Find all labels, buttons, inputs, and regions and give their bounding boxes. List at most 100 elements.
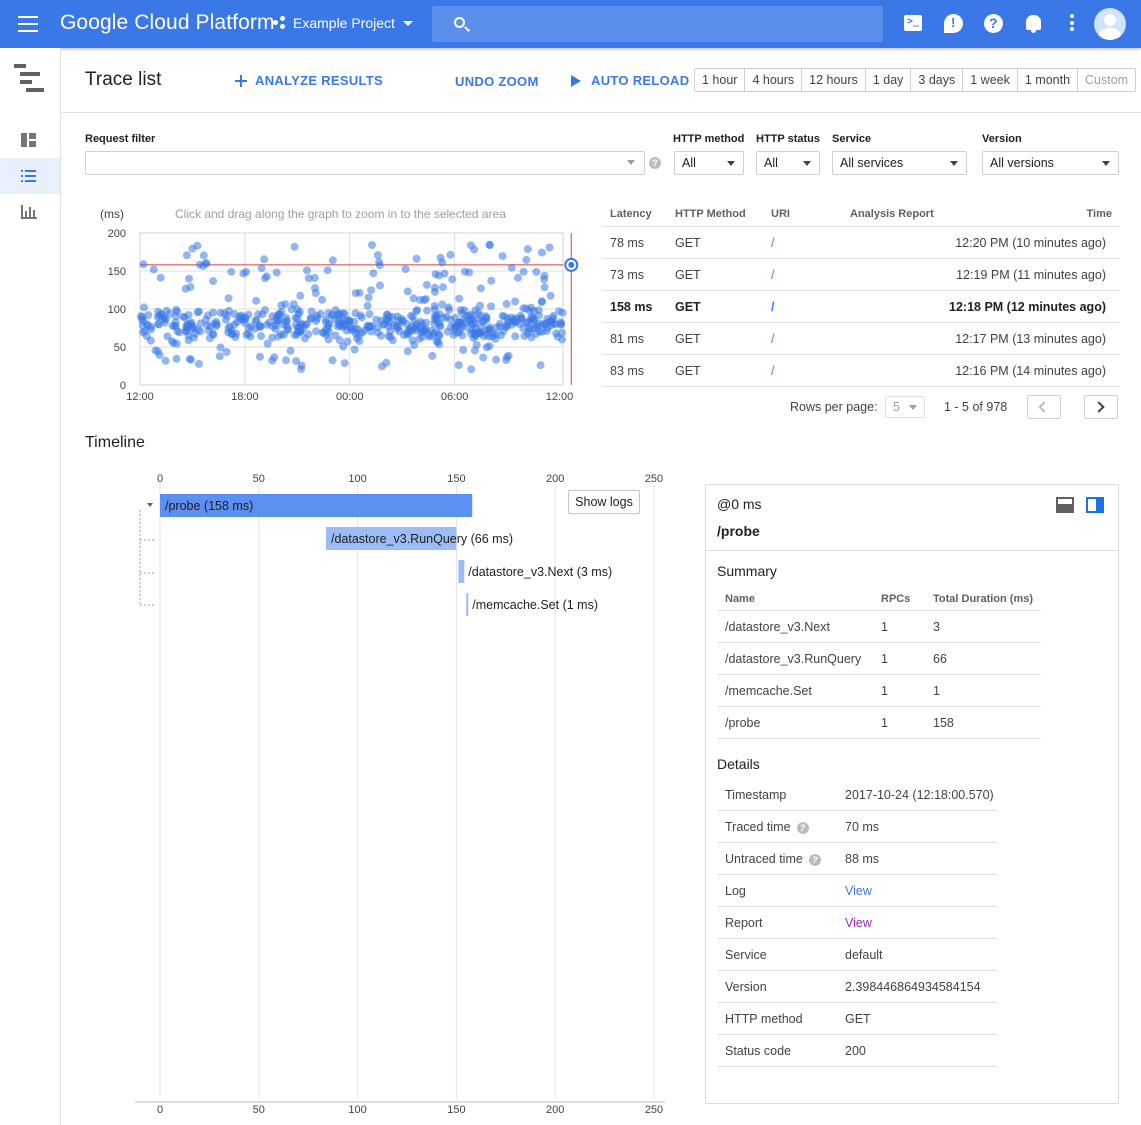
timeline-chart[interactable]: 0 0 50 50 100 100 150 150 200 200 250 250 /probe (1… xyxy=(130,466,670,1121)
next-page-button[interactable] xyxy=(1084,395,1118,419)
col-latency[interactable]: Latency xyxy=(610,208,652,220)
trace-logo-icon xyxy=(14,64,44,94)
uri-link[interactable]: / xyxy=(771,236,775,250)
scatter-point xyxy=(172,354,181,363)
scatter-point xyxy=(142,332,151,341)
col-analysis-report[interactable]: Analysis Report xyxy=(850,208,934,220)
scatter-point xyxy=(294,310,303,318)
alert-icon[interactable] xyxy=(944,14,963,33)
time-range-1-week[interactable]: 1 week xyxy=(963,69,1018,91)
service-select[interactable]: All services xyxy=(832,151,967,175)
scatter-point xyxy=(467,365,476,374)
scatter-point xyxy=(204,326,213,335)
nav-item-trace-list[interactable] xyxy=(0,158,60,194)
scatter-point xyxy=(516,314,525,323)
time-range-1-day[interactable]: 1 day xyxy=(866,69,912,91)
scatter-point xyxy=(340,359,349,368)
time-range-4-hours[interactable]: 4 hours xyxy=(745,69,803,91)
request-filter-input[interactable] xyxy=(85,151,645,175)
col-uri[interactable]: URI xyxy=(771,208,790,220)
scatter-point xyxy=(477,322,486,331)
search-icon xyxy=(454,17,465,28)
table-row: /probe 1 158 xyxy=(717,707,1041,739)
rows-per-page-select[interactable]: 5 xyxy=(885,396,925,418)
brand-title[interactable]: Google Cloud Platform xyxy=(60,11,275,34)
scatter-point xyxy=(435,340,443,349)
more-vert-icon[interactable] xyxy=(1070,14,1076,34)
bell-icon[interactable] xyxy=(1026,15,1041,33)
scatter-point xyxy=(281,300,290,309)
scatter-point xyxy=(252,296,261,305)
scatter-point xyxy=(446,250,455,259)
time-range-12-hours[interactable]: 12 hours xyxy=(802,69,866,91)
help-icon[interactable]: ? xyxy=(796,821,809,834)
scatter-point xyxy=(507,263,516,272)
show-logs-button[interactable]: Show logs xyxy=(568,490,640,514)
scatter-point xyxy=(438,300,447,309)
uri-link[interactable]: / xyxy=(771,268,775,282)
view-report-link[interactable]: View xyxy=(845,916,872,930)
search-bar[interactable] xyxy=(432,6,883,42)
time-range-3-days[interactable]: 3 days xyxy=(911,69,964,91)
search-input[interactable] xyxy=(477,6,877,42)
help-icon[interactable]: ? xyxy=(649,157,661,169)
version-select[interactable]: All versions xyxy=(982,151,1119,175)
nav-item-dashboard[interactable] xyxy=(0,122,60,158)
uri-link[interactable]: / xyxy=(771,364,775,378)
nav-item-analysis[interactable] xyxy=(0,194,60,230)
chevron-down-icon xyxy=(402,20,413,26)
time-range-1-month[interactable]: 1 month xyxy=(1018,69,1079,91)
timeline-tick-top: 250 xyxy=(645,473,663,485)
menu-icon[interactable] xyxy=(18,16,38,32)
table-row[interactable]: 81 ms GET / 12:17 PM (13 minutes ago) xyxy=(602,323,1120,355)
scatter-point xyxy=(498,252,507,261)
timeline-tick-top: 150 xyxy=(447,473,465,485)
table-row-selected[interactable]: 158 ms GET / 12:18 PM (12 minutes ago) xyxy=(602,291,1120,323)
auto-reload-button[interactable]: AUTO RELOAD xyxy=(571,73,689,88)
http-method-select[interactable]: All xyxy=(674,151,744,175)
col-time[interactable]: Time xyxy=(1086,208,1112,220)
play-icon xyxy=(571,74,581,87)
scatter-point xyxy=(430,320,439,329)
scatter-point xyxy=(403,347,412,356)
help-icon[interactable]: ? xyxy=(808,853,821,866)
scatter-point xyxy=(436,310,444,319)
latency-scatter-chart[interactable]: (ms) Click and drag along the graph to z… xyxy=(90,200,580,410)
scatter-point xyxy=(312,327,320,336)
detail-value: 88 ms xyxy=(845,852,880,866)
http-status-select[interactable]: All xyxy=(756,151,820,175)
undo-zoom-button[interactable]: UNDO ZOOM xyxy=(455,74,539,89)
span-name: /probe xyxy=(717,523,760,539)
scatter-point xyxy=(549,311,558,320)
scatter-point xyxy=(382,358,391,367)
scatter-point xyxy=(182,251,191,260)
panel-bottom-layout-icon[interactable] xyxy=(1056,497,1074,513)
scatter-point xyxy=(482,312,490,321)
detail-row-service: Service default xyxy=(717,939,997,971)
col-http-method[interactable]: HTTP Method xyxy=(675,208,746,220)
help-icon[interactable] xyxy=(984,14,1003,33)
uri-link[interactable]: / xyxy=(771,300,775,314)
table-row[interactable]: 83 ms GET / 12:16 PM (14 minutes ago) xyxy=(602,355,1120,387)
analyze-results-button[interactable]: ANALYZE RESULTS xyxy=(235,73,383,88)
prev-page-button[interactable] xyxy=(1027,395,1061,419)
time-range-custom[interactable]: Custom xyxy=(1085,73,1129,87)
scatter-point xyxy=(244,324,253,332)
time-range-1-hour[interactable]: 1 hour xyxy=(695,69,746,91)
scatter-point xyxy=(435,271,443,280)
project-selector[interactable]: Example Project xyxy=(273,15,413,31)
avatar[interactable] xyxy=(1094,8,1126,40)
table-row[interactable]: 78 ms GET / 12:20 PM (10 minutes ago) xyxy=(602,227,1120,259)
scatter-point xyxy=(311,289,320,298)
scatter-point xyxy=(536,361,545,370)
scatter-point xyxy=(297,319,305,328)
table-row[interactable]: 73 ms GET / 12:19 PM (11 minutes ago) xyxy=(602,259,1120,291)
scatter-point xyxy=(333,322,342,331)
page-title: Trace list xyxy=(85,69,162,90)
chevron-down-icon[interactable] xyxy=(627,160,635,165)
panel-right-layout-icon[interactable] xyxy=(1086,497,1104,513)
view-log-link[interactable]: View xyxy=(845,884,872,898)
terminal-icon[interactable] xyxy=(904,15,922,31)
scatter-point xyxy=(199,251,208,260)
uri-link[interactable]: / xyxy=(771,332,775,346)
